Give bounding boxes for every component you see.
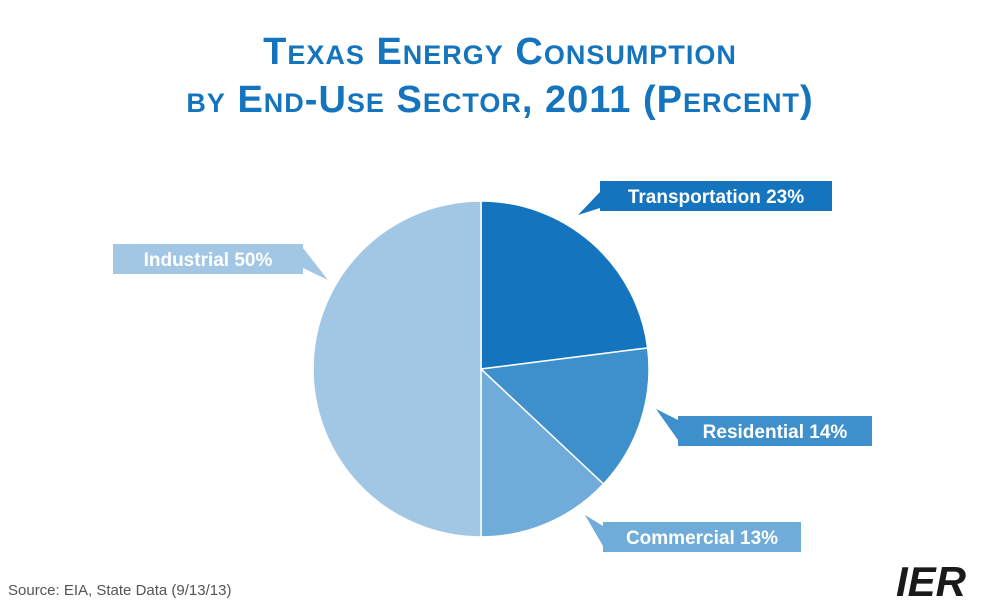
- pie-slice-commercial: [480, 367, 605, 538]
- slice-label-box: [603, 522, 801, 552]
- slice-label-text: Transportation 23%: [628, 187, 804, 208]
- slice-label-pointer: [303, 248, 328, 280]
- slice-label-box: [678, 416, 872, 446]
- pie-slice-industrial: [312, 200, 482, 538]
- ier-logo-text: IER: [896, 558, 967, 602]
- slice-label-pointer: [656, 409, 678, 440]
- slice-label-box: [113, 244, 303, 274]
- chart-title-line-2: by End-Use Sector, 2011 (Percent): [186, 79, 814, 121]
- slice-label-commercial: Commercial 13%: [585, 515, 801, 552]
- slice-label-industrial: Industrial 50%: [113, 244, 328, 280]
- source-note: Source: EIA, State Data (9/13/13): [8, 582, 232, 599]
- chart-title-line-1: Texas Energy Consumption: [263, 31, 737, 73]
- ier-logo: IER: [896, 558, 967, 602]
- pie-slice-transportation: [480, 200, 649, 370]
- slice-label-text: Commercial 13%: [626, 528, 778, 549]
- slice-label-box: [600, 181, 832, 211]
- slice-label-text: Industrial 50%: [144, 250, 273, 271]
- chart-title: Texas Energy Consumption by End-Use Sect…: [0, 28, 1000, 124]
- slice-label-text: Residential 14%: [703, 422, 848, 443]
- slice-label-pointer: [585, 515, 603, 546]
- slice-label-pointer: [578, 192, 600, 215]
- slice-label-residential: Residential 14%: [656, 409, 872, 446]
- pie-slice-residential: [479, 347, 650, 486]
- slice-label-transportation: Transportation 23%: [578, 181, 832, 215]
